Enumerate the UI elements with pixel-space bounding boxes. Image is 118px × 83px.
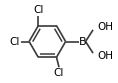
Text: Cl: Cl	[54, 68, 64, 78]
Text: Cl: Cl	[9, 37, 19, 46]
Text: OH: OH	[97, 51, 113, 61]
Text: B: B	[78, 37, 86, 46]
Text: Cl: Cl	[33, 5, 43, 15]
Text: OH: OH	[97, 22, 113, 32]
